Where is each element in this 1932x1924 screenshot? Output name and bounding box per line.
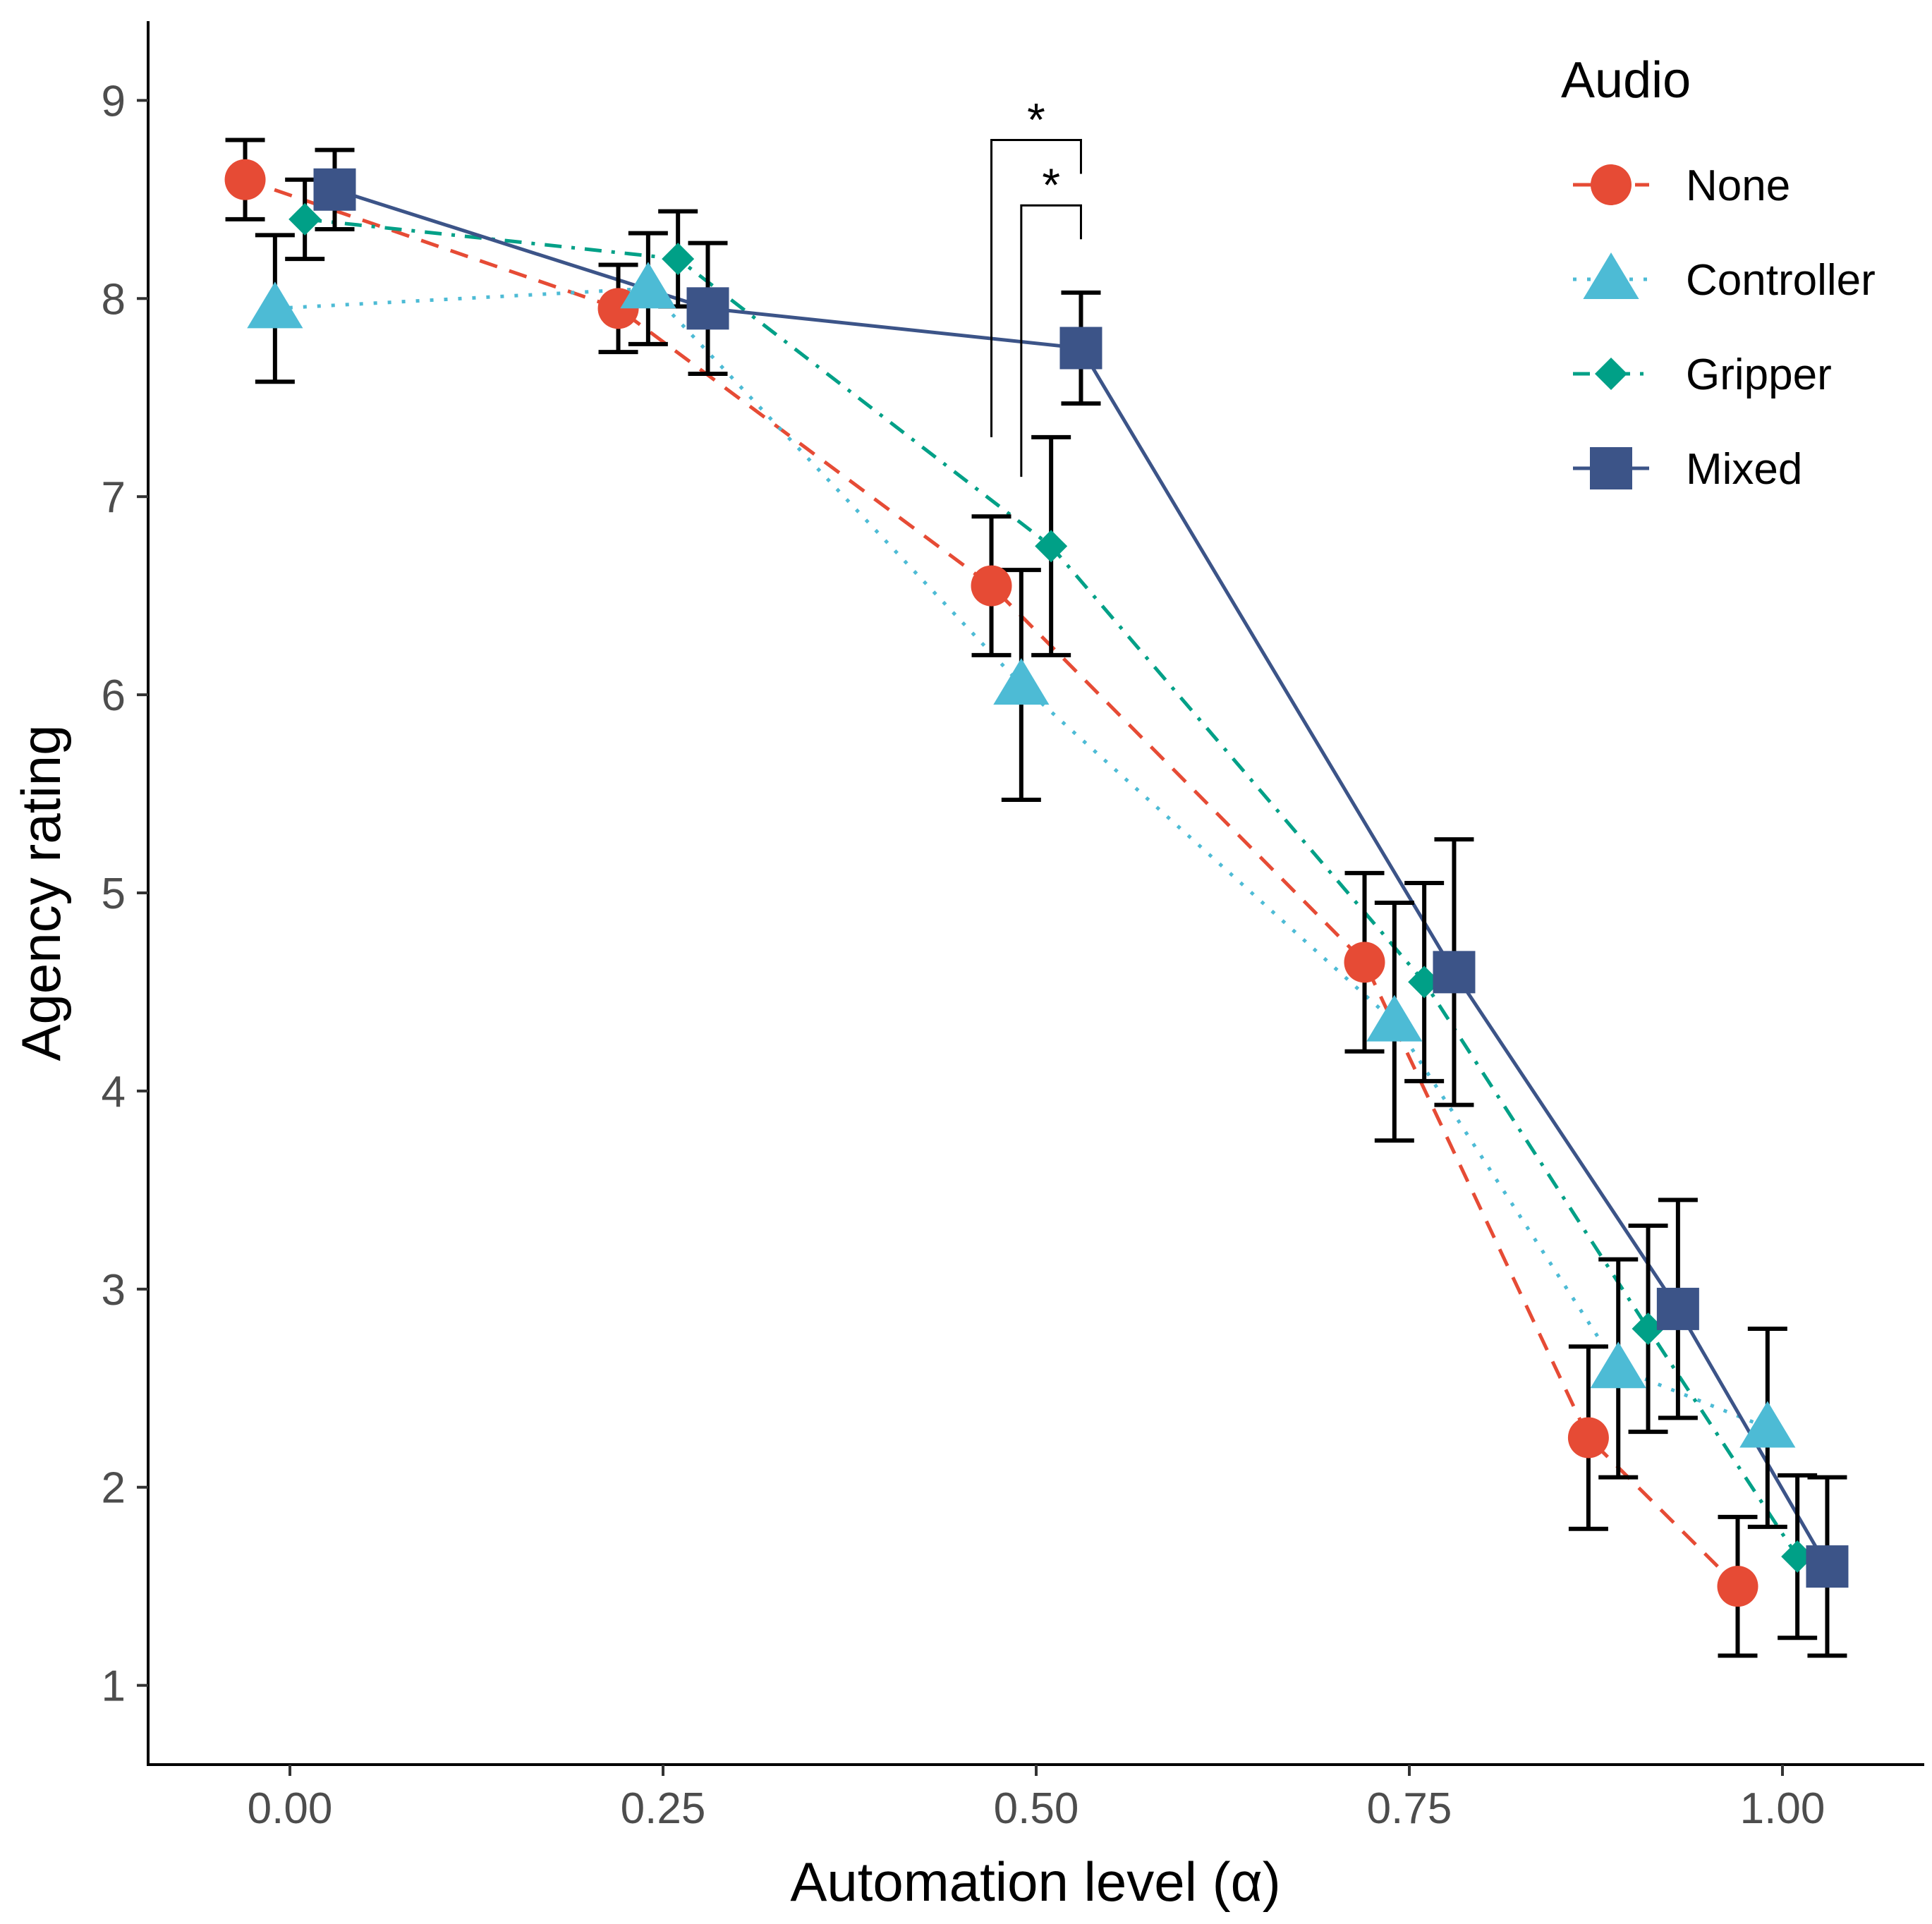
data-points bbox=[224, 159, 1849, 1607]
data-point-none bbox=[971, 565, 1012, 607]
legend-item-controller: Controller bbox=[1573, 252, 1876, 305]
data-point-gripper bbox=[288, 202, 322, 236]
y-tick-label: 4 bbox=[102, 1068, 126, 1116]
legend-marker-none bbox=[1591, 164, 1632, 205]
x-tick-label: 1.00 bbox=[1740, 1784, 1825, 1833]
data-point-mixed bbox=[686, 287, 729, 330]
data-point-none bbox=[1717, 1566, 1758, 1607]
data-point-controller bbox=[1366, 994, 1423, 1042]
legend-label: None bbox=[1686, 162, 1790, 210]
significance-bracket bbox=[1020, 204, 1082, 477]
data-point-mixed bbox=[1059, 327, 1102, 370]
data-point-mixed bbox=[1656, 1287, 1699, 1330]
legend-label: Mixed bbox=[1686, 445, 1802, 494]
series-line-none bbox=[244, 178, 1739, 1588]
data-point-mixed bbox=[1433, 951, 1476, 994]
data-point-none bbox=[224, 159, 266, 200]
significance-bracket bbox=[990, 139, 1082, 437]
data-point-gripper bbox=[662, 243, 695, 276]
data-point-mixed bbox=[313, 168, 356, 211]
y-tick-label: 6 bbox=[102, 671, 126, 720]
data-point-controller bbox=[620, 262, 676, 309]
y-tick-label: 3 bbox=[102, 1266, 126, 1315]
y-tick-label: 8 bbox=[102, 275, 126, 324]
data-point-gripper bbox=[1035, 530, 1068, 563]
data-point-controller bbox=[993, 658, 1050, 705]
legend-label: Gripper bbox=[1686, 351, 1832, 399]
legend-item-gripper: Gripper bbox=[1573, 351, 1832, 399]
data-point-gripper bbox=[1781, 1540, 1814, 1573]
y-tick-label: 9 bbox=[102, 77, 126, 126]
data-point-controller bbox=[1590, 1341, 1646, 1389]
y-axis-label: Agency rating bbox=[10, 725, 72, 1061]
x-tick-label: 0.25 bbox=[621, 1784, 706, 1833]
series-line-controller bbox=[274, 286, 1768, 1430]
legend-label: Controller bbox=[1686, 256, 1876, 305]
data-point-none bbox=[1567, 1417, 1609, 1459]
x-tick-label: 0.75 bbox=[1367, 1784, 1452, 1833]
legend-item-mixed: Mixed bbox=[1573, 445, 1802, 494]
legend-item-none: None bbox=[1573, 162, 1790, 210]
chart-marks: ** bbox=[224, 94, 1849, 1658]
legend-marker-gripper bbox=[1595, 358, 1627, 390]
legend-title: Audio bbox=[1561, 52, 1691, 109]
data-point-none bbox=[1344, 942, 1385, 983]
y-tick-label: 1 bbox=[102, 1662, 126, 1711]
data-point-controller bbox=[247, 281, 303, 329]
series-line-gripper bbox=[304, 217, 1799, 1558]
legend: Audio None Controller Gripper Mixed bbox=[1561, 52, 1876, 494]
data-point-controller bbox=[1739, 1401, 1796, 1448]
significance-star: * bbox=[1027, 94, 1045, 146]
data-point-gripper bbox=[1408, 966, 1441, 999]
y-tick-label: 5 bbox=[102, 870, 126, 918]
data-point-mixed bbox=[1806, 1545, 1849, 1588]
significance-star: * bbox=[1042, 159, 1060, 211]
chart-axes: Automation level (α) Agency rating 1 2 3 4 5… bbox=[10, 21, 1924, 1913]
y-tick-label: 2 bbox=[102, 1464, 126, 1513]
x-tick-label: 0.50 bbox=[994, 1784, 1079, 1833]
x-tick-label: 0.00 bbox=[248, 1784, 333, 1833]
y-tick-label: 7 bbox=[102, 473, 126, 522]
x-axis-label: Automation level (α) bbox=[790, 1851, 1280, 1913]
data-point-gripper bbox=[1632, 1313, 1665, 1345]
legend-marker-controller bbox=[1583, 252, 1639, 300]
legend-marker-mixed bbox=[1590, 447, 1632, 489]
significance-brackets: ** bbox=[990, 94, 1082, 477]
